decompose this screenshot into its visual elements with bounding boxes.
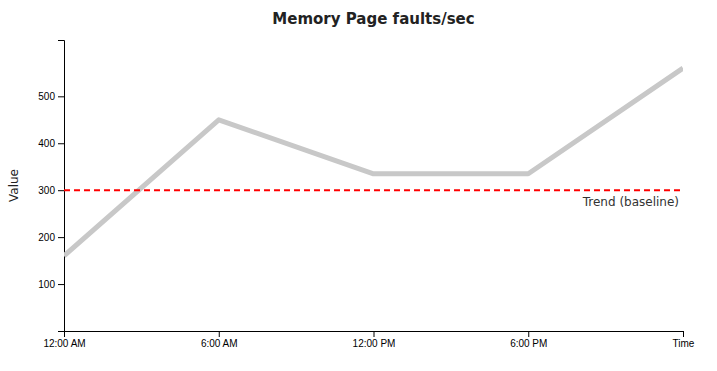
y-tick: 400 [38, 138, 64, 149]
x-tick-mark [219, 331, 220, 337]
y-tick-label: 200 [38, 232, 55, 243]
line [64, 68, 683, 256]
x-tick: 6:00 PM [510, 331, 547, 349]
y-axis-line [58, 41, 65, 332]
x-tick-mark [374, 331, 375, 337]
x-tick-label: 12:00 PM [353, 338, 396, 349]
y-axis: 100 200 300 400 500 [38, 41, 64, 332]
x-tick: 6:00 AM [201, 331, 238, 349]
y-axis-title: Value [7, 169, 21, 202]
y-tick-label: 300 [38, 185, 55, 196]
x-tick-mark [528, 331, 529, 337]
y-tick-mark [58, 143, 64, 144]
baseline [64, 189, 683, 191]
title: Memory Page faults/sec [272, 10, 474, 28]
y-tick: 200 [38, 232, 64, 243]
y-tick-mark [58, 237, 64, 238]
x-tick-label: 6:00 AM [201, 338, 238, 349]
y-tick: 500 [38, 91, 64, 102]
baseline-label: Trend (baseline) [582, 195, 679, 209]
y-tick: 100 [38, 279, 64, 290]
chart: 12:00 AM 6:00 AM 12:00 PM 6:00 PM Time 100 200… [0, 0, 717, 371]
y-tick: 300 [38, 185, 64, 196]
y-tick-mark [58, 96, 64, 97]
x-tick-mark [683, 331, 684, 337]
y-tick-label: 400 [38, 138, 55, 149]
x-tick: 12:00 PM [353, 331, 396, 349]
x-tick-label: 6:00 PM [510, 338, 547, 349]
y-tick-label: 100 [38, 279, 55, 290]
x-tick: 12:00 AM [43, 331, 85, 349]
marks [64, 68, 683, 256]
x-tick-label: 12:00 AM [43, 338, 85, 349]
x-tick: Time [673, 331, 695, 349]
y-tick-mark [58, 284, 64, 285]
x-axis-line [65, 332, 684, 338]
y-tick-label: 500 [38, 91, 55, 102]
y-tick-mark [58, 190, 64, 191]
annotations: Trend (baseline) [582, 195, 679, 209]
x-tick-label: Time [673, 338, 695, 349]
plot: 12:00 AM 6:00 AM 12:00 PM 6:00 PM Time 100 200… [38, 41, 695, 350]
x-axis: 12:00 AM 6:00 AM 12:00 PM 6:00 PM Time [43, 331, 694, 349]
